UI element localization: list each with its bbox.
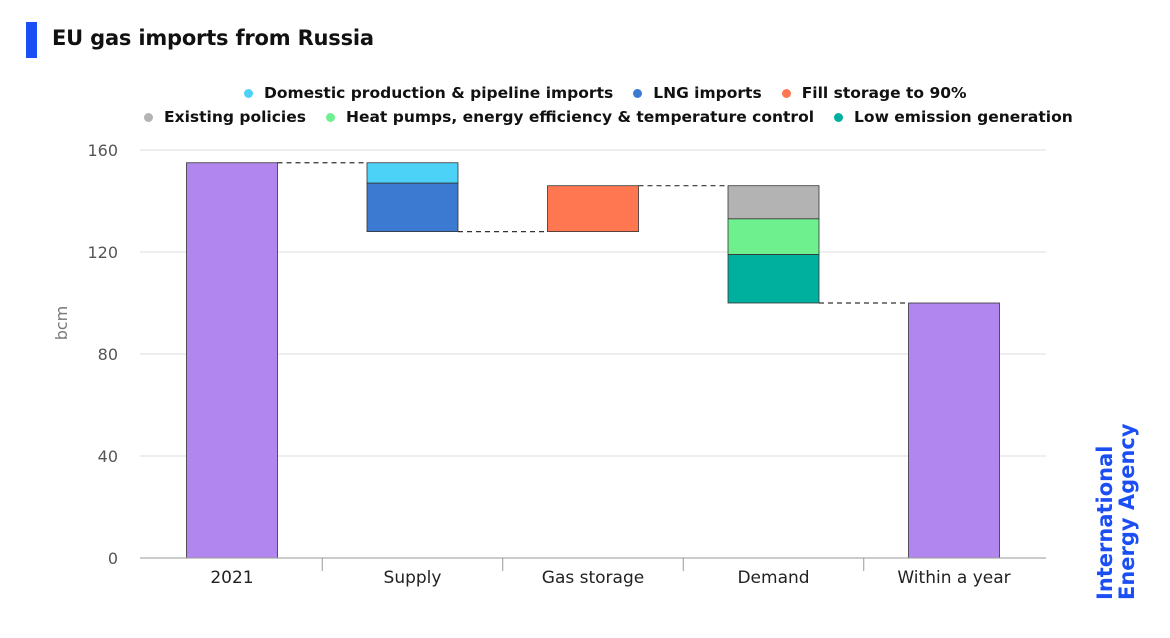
legend-row-1: Domestic production & pipeline imports LN… xyxy=(244,84,987,102)
y-tick-label: 80 xyxy=(98,345,118,364)
legend-row-2: Existing policies Heat pumps, energy effi… xyxy=(144,108,1093,126)
bars xyxy=(186,162,1000,559)
legend-swatch xyxy=(144,112,153,122)
legend-swatch xyxy=(781,88,791,98)
legend-label: LNG imports xyxy=(653,84,762,102)
bar-segment xyxy=(366,182,459,232)
bar-segment xyxy=(547,185,639,232)
legend-item: Domestic production & pipeline imports xyxy=(244,84,613,102)
title-accent-bar xyxy=(26,22,37,58)
legend-swatch xyxy=(244,88,253,98)
x-tick-label: Within a year xyxy=(897,568,1010,588)
bar-segment xyxy=(727,218,820,255)
x-axis: 2021 Supply Gas storage Demand Within a year xyxy=(140,557,1046,588)
brand-logo-text: International Energy Agency xyxy=(1093,423,1139,600)
legend-label: Domestic production & pipeline imports xyxy=(264,84,614,102)
legend-label: Fill storage to 90% xyxy=(801,84,967,102)
x-tick-label: 2021 xyxy=(210,568,253,588)
legend-item: LNG imports xyxy=(633,84,762,102)
legend-label: Heat pumps, energy efficiency & temperat… xyxy=(345,108,815,126)
legend-item: Heat pumps, energy efficiency & temperat… xyxy=(325,108,815,126)
x-tick-label: Demand xyxy=(737,568,809,588)
x-tick-label: Gas storage xyxy=(542,568,644,588)
connectors xyxy=(277,162,909,304)
legend-swatch xyxy=(325,112,335,122)
bar-segment xyxy=(908,302,1000,559)
brand-line-1: International xyxy=(1093,445,1117,600)
legend-item: Existing policies xyxy=(144,108,306,126)
chart-title: EU gas imports from Russia xyxy=(52,26,374,50)
y-tick-label: 160 xyxy=(87,141,118,160)
bar-segment xyxy=(186,162,278,559)
brand-line-2: Energy Agency xyxy=(1115,423,1139,600)
legend-label: Existing policies xyxy=(164,108,306,126)
legend-swatch xyxy=(834,112,844,122)
bar-segment xyxy=(366,162,459,184)
gridlines xyxy=(140,149,1046,457)
x-tick-label: Supply xyxy=(384,568,442,588)
y-axis-label: bcm xyxy=(52,306,71,341)
y-tick-label: 0 xyxy=(108,549,118,568)
y-tick-label: 120 xyxy=(87,243,118,262)
legend-label: Low emission generation xyxy=(854,108,1073,126)
bar-segment xyxy=(727,185,820,220)
y-tick-label: 40 xyxy=(98,447,118,466)
legend-swatch xyxy=(633,88,643,98)
legend-item: Fill storage to 90% xyxy=(781,84,967,102)
legend-item: Low emission generation xyxy=(834,108,1073,126)
bar-segment xyxy=(727,254,820,304)
y-axis-ticks: 0 40 80 120 160 xyxy=(87,141,118,568)
